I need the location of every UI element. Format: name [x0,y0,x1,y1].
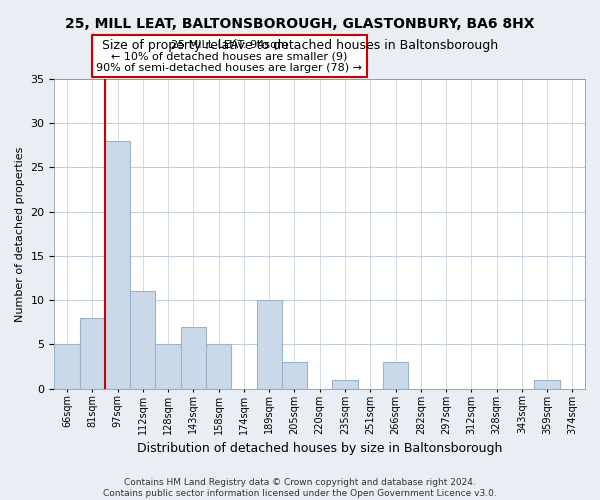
Bar [257,300,282,388]
Bar [80,318,105,388]
Y-axis label: Number of detached properties: Number of detached properties [15,146,25,322]
Text: Contains HM Land Registry data © Crown copyright and database right 2024.: Contains HM Land Registry data © Crown c… [124,478,476,487]
Bar [55,344,80,389]
Text: 25, MILL LEAT, BALTONSBOROUGH, GLASTONBURY, BA6 8HX: 25, MILL LEAT, BALTONSBOROUGH, GLASTONBU… [65,18,535,32]
Bar [282,362,307,388]
Text: 25 MILL LEAT: 94sqm
← 10% of detached houses are smaller (9)
90% of semi-detache: 25 MILL LEAT: 94sqm ← 10% of detached ho… [97,40,362,73]
Bar [181,327,206,388]
Bar [105,141,130,388]
Text: Size of property relative to detached houses in Baltonsborough: Size of property relative to detached ho… [102,39,498,52]
Bar [130,292,155,388]
Bar [383,362,408,388]
Text: Contains public sector information licensed under the Open Government Licence v3: Contains public sector information licen… [103,490,497,498]
Bar [155,344,181,389]
Bar [206,344,231,389]
Bar [332,380,358,388]
Bar [535,380,560,388]
X-axis label: Distribution of detached houses by size in Baltonsborough: Distribution of detached houses by size … [137,442,502,455]
